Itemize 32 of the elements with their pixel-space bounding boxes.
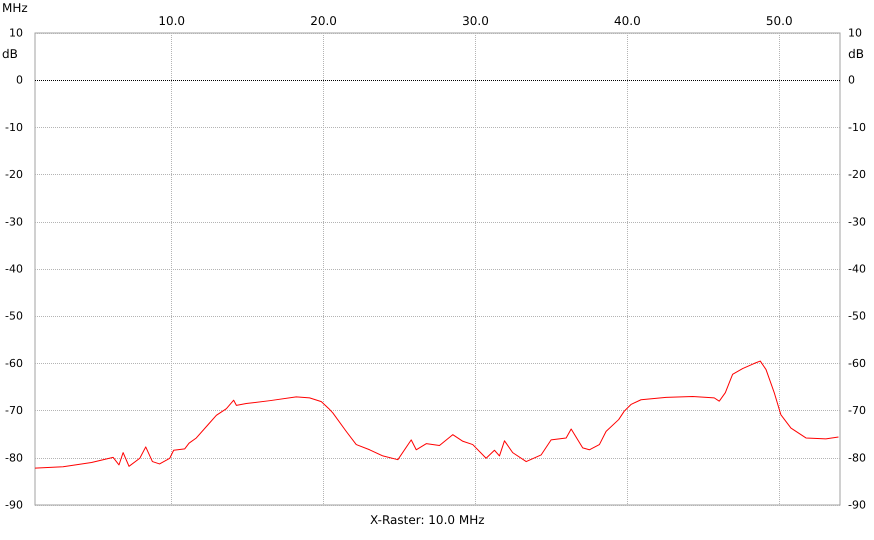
y2-tick-label: 0 [848, 74, 855, 87]
x-tick-label: 50.0 [766, 14, 793, 28]
line-series [34, 360, 839, 469]
y-tick-label: -40 [5, 262, 23, 276]
y2-tick-label: -50 [848, 310, 866, 323]
y-tick-label: -80 [5, 451, 23, 464]
y-tick-label: -50 [5, 310, 23, 323]
y-axis-title: dB [2, 47, 18, 61]
y-tick-label: -20 [5, 168, 23, 182]
y2-tick-label: -10 [848, 120, 866, 134]
y-tick-label: 0 [16, 74, 23, 87]
x-axis-title: MHz [2, 1, 28, 15]
y2-tick-label: -40 [848, 262, 866, 276]
y2-tick-label: -90 [848, 498, 866, 512]
y2-tick-label: -30 [848, 215, 866, 228]
y-tick-label: -60 [5, 356, 23, 370]
x-tick-label: 40.0 [614, 14, 641, 28]
y2-tick-label: -80 [848, 451, 866, 464]
y-tick-label: -70 [5, 404, 23, 418]
x-tick-label: 10.0 [158, 14, 186, 28]
y-tick-label: -10 [5, 120, 23, 134]
y-tick-label: -90 [5, 498, 23, 512]
y2-tick-label: -70 [848, 404, 866, 418]
x-tick-label: 30.0 [462, 14, 489, 28]
y-tick-label: 10 [9, 26, 23, 40]
y-tick-label: -30 [5, 215, 23, 228]
y2-tick-label: -20 [848, 168, 866, 182]
text: X-Raster: 10.0 MHz [370, 513, 485, 527]
y2-tick-label: -60 [848, 356, 866, 370]
y2-axis-title: dB [848, 47, 864, 61]
y2-tick-label: 10 [848, 26, 862, 40]
x-tick-label: 20.0 [310, 14, 337, 28]
